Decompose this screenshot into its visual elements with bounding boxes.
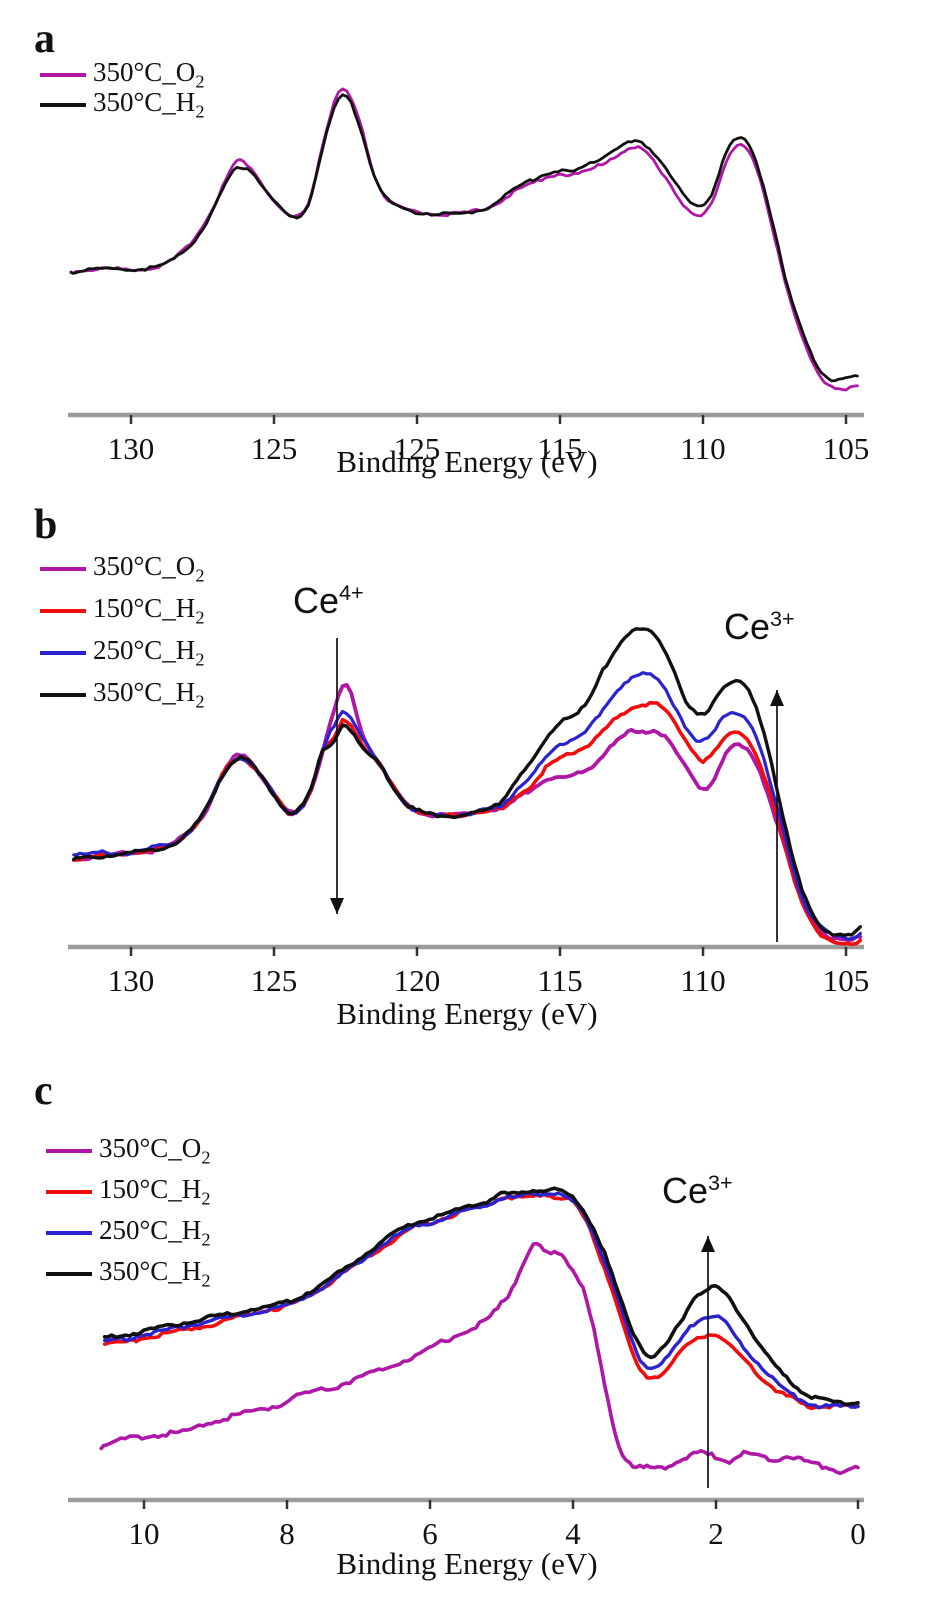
legend-swatch — [40, 693, 86, 697]
legend-swatch — [46, 1190, 92, 1194]
legend-label: 250°C_H2 — [93, 635, 205, 670]
series-curve-350°C_H2 — [72, 627, 862, 937]
legend-swatch — [40, 651, 86, 655]
legend-swatch — [46, 1272, 92, 1276]
panel-c: c 350°C_O2 150°C_H2 250°C_H2 350°C_H2 10 8 6 4… — [0, 1060, 934, 1619]
legend-item: 250°C_H2 — [40, 635, 205, 670]
legend-label: 350°C_O2 — [99, 1133, 211, 1168]
x-tick-label: 115 — [537, 963, 582, 998]
x-tick-label: 115 — [537, 431, 582, 466]
legend-label: 150°C_H2 — [99, 1174, 211, 1209]
legend-label: 350°C_H2 — [99, 1256, 211, 1291]
series-curve-350°C_O2 — [69, 87, 859, 392]
legend-item: 250°C_H2 — [46, 1215, 211, 1250]
legend-item: 350°C_H2 — [40, 677, 205, 712]
annotation-text: Ce — [293, 580, 340, 621]
legend-item: 150°C_H2 — [40, 593, 205, 628]
x-tick-label: 110 — [680, 963, 725, 998]
x-tick-label: 8 — [279, 1516, 295, 1551]
legend-item: 350°C_H2 — [46, 1256, 211, 1291]
x-tick-label: 10 — [129, 1516, 160, 1551]
annotation-arrowhead-up — [701, 1236, 715, 1252]
series-curve-350°C_H2 — [102, 1186, 860, 1407]
panel-b-label: b — [34, 502, 58, 548]
annotation-sup: 3+ — [708, 1170, 733, 1195]
x-tick-label: 130 — [108, 963, 155, 998]
x-tick-label: 130 — [108, 431, 155, 466]
x-tick-label: 125 — [251, 963, 298, 998]
legend-swatch — [40, 73, 86, 77]
series-curve-150°C_H2 — [72, 701, 863, 947]
x-tick-label: 4 — [565, 1516, 581, 1551]
legend-item: 350°C_O2 — [40, 57, 205, 92]
annotation-sup: 4+ — [339, 580, 364, 605]
legend-swatch — [40, 567, 86, 571]
x-tick-label: 125 — [251, 431, 298, 466]
x-tick-label: 125 — [394, 431, 441, 466]
annotation-ce3plus: Ce3+ — [724, 608, 795, 645]
series-curve-250°C_H2 — [72, 671, 862, 941]
x-tick-label: 0 — [850, 1516, 866, 1551]
panel-c-spectrum-chart: 10 8 6 4 2 0 — [68, 1186, 866, 1551]
panel-a: a 350°C_O2 350°C_H2 130 125 125 115 110 105 Bi… — [0, 0, 934, 490]
annotation-ce4plus: Ce4+ — [293, 582, 364, 619]
legend-swatch — [46, 1149, 92, 1153]
panel-c-label: c — [34, 1068, 53, 1114]
panel-c-legend: 350°C_O2 150°C_H2 250°C_H2 350°C_H2 — [46, 1133, 211, 1300]
legend-item: 150°C_H2 — [46, 1174, 211, 1209]
panel-a-spectrum-chart: 130 125 125 115 110 105 — [68, 87, 870, 466]
legend-label: 250°C_H2 — [99, 1215, 211, 1250]
series-curve-350°C_O2 — [99, 1241, 860, 1476]
legend-label: 150°C_H2 — [93, 593, 205, 628]
legend-label: 350°C_O2 — [93, 57, 205, 92]
panel-b-legend: 350°C_O2 150°C_H2 250°C_H2 350°C_H2 — [40, 551, 205, 722]
legend-swatch — [40, 609, 86, 613]
panel-b-x-axis-title: Binding Energy (eV) — [336, 996, 598, 1031]
legend-label: 350°C_O2 — [93, 551, 205, 586]
legend-label: 350°C_H2 — [93, 87, 205, 122]
legend-swatch — [40, 103, 86, 107]
legend-label: 350°C_H2 — [93, 677, 205, 712]
x-tick-label: 105 — [823, 963, 870, 998]
x-tick-label: 2 — [708, 1516, 724, 1551]
series-curve-250°C_H2 — [103, 1191, 860, 1410]
x-tick-label: 105 — [823, 431, 870, 466]
panel-a-x-axis-title: Binding Energy (eV) — [336, 444, 598, 479]
panel-c-x-axis-title: Binding Energy (eV) — [336, 1546, 598, 1581]
annotation-text: Ce — [662, 1170, 709, 1211]
x-tick-label: 120 — [394, 963, 441, 998]
x-tick-label: 110 — [680, 431, 725, 466]
panel-a-legend: 350°C_O2 350°C_H2 — [40, 57, 205, 122]
panel-b: b 350°C_O2 150°C_H2 250°C_H2 350°C_H2 130 12… — [0, 490, 934, 1060]
panel-b-spectrum-chart: 130 125 120 115 110 105 — [68, 627, 870, 998]
legend-swatch — [46, 1231, 92, 1235]
legend-item: 350°C_O2 — [46, 1133, 211, 1168]
series-curve-350°C_H2 — [69, 93, 859, 383]
legend-item: 350°C_O2 — [40, 551, 205, 586]
annotation-ce3plus: Ce3+ — [662, 1172, 733, 1209]
annotation-text: Ce — [724, 606, 771, 647]
series-curve-350°C_O2 — [71, 683, 863, 942]
panel-a-label: a — [34, 16, 55, 62]
annotation-arrowhead-up — [770, 690, 784, 706]
annotation-sup: 3+ — [770, 606, 795, 631]
legend-item: 350°C_H2 — [40, 87, 205, 122]
annotation-arrowhead-down — [330, 898, 344, 914]
x-tick-label: 6 — [422, 1516, 438, 1551]
series-curve-150°C_H2 — [102, 1192, 860, 1411]
